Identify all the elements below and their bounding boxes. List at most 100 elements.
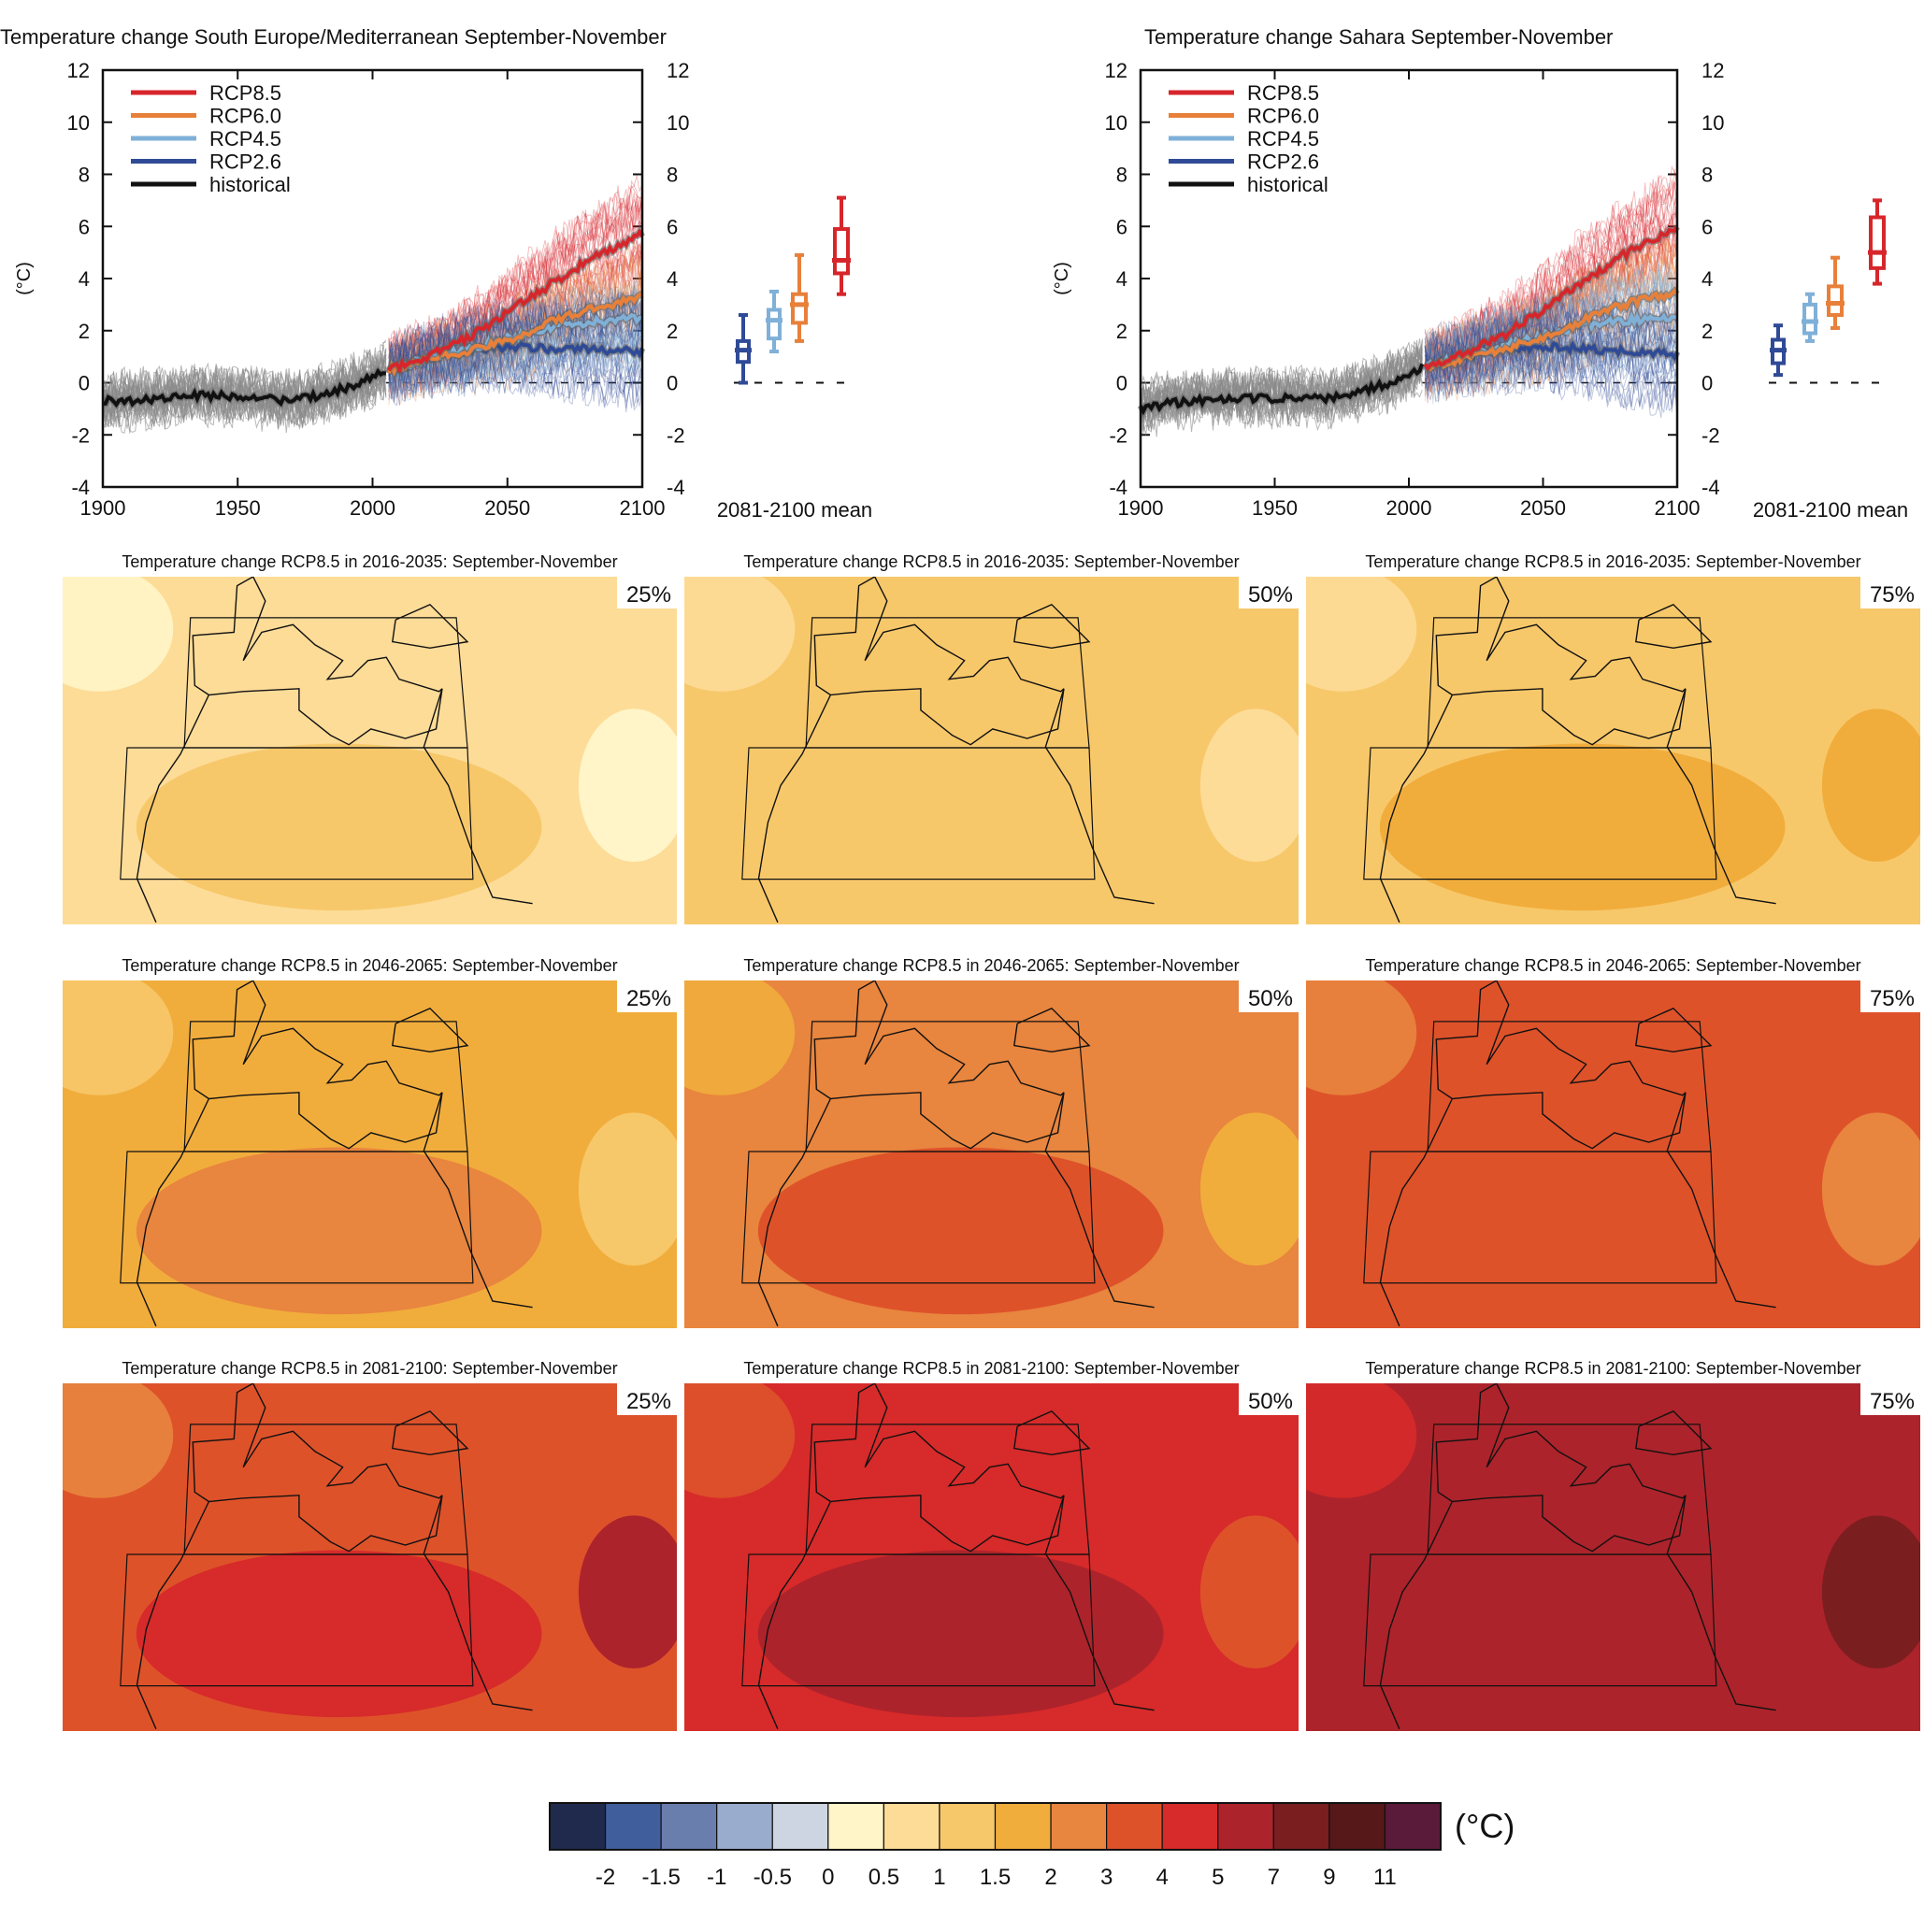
coastline-europe	[192, 577, 443, 696]
field-region-arabia	[1821, 1515, 1920, 1669]
timeseries-chart-sahara: Temperature change Sahara September-Nove…	[1052, 25, 1908, 522]
y-tick-label-right: 10	[667, 111, 689, 135]
map-panel: Temperature change RCP8.5 in 2046-2065: …	[684, 956, 1299, 1328]
ensemble-line-rcp26	[1424, 330, 1678, 380]
ensemble-line-historical	[1140, 359, 1423, 422]
box	[1827, 284, 1844, 318]
map-title: Temperature change RCP8.5 in 2081-2100: …	[1365, 1359, 1860, 1378]
ensemble-line-rcp26	[388, 355, 643, 408]
y-tick-label-left: 2	[1116, 320, 1127, 343]
ensemble-line-rcp85	[388, 263, 643, 400]
field-region-arabia	[1199, 708, 1299, 863]
ensemble-line-rcp26	[388, 354, 643, 411]
ensemble-line-rcp60	[388, 265, 643, 384]
field-region-sahara	[136, 1147, 542, 1315]
ensemble-line-rcp60	[1424, 309, 1678, 395]
colorbar-swatch	[604, 1802, 662, 1851]
y-tick-label-right: 2	[667, 320, 678, 343]
y-tick-label-right: 6	[1701, 215, 1713, 238]
coastline-black-sea	[392, 1410, 469, 1456]
field-region-atlantic	[684, 980, 796, 1095]
y-axis-label: (°C)	[14, 262, 35, 295]
ensemble-line-rcp26	[388, 360, 643, 412]
map-title: Temperature change RCP8.5 in 2046-2065: …	[122, 956, 617, 975]
colorbar-swatch	[660, 1802, 718, 1851]
coastline-africa	[1379, 1495, 1776, 1730]
field-region-atlantic	[684, 1383, 796, 1498]
ensemble-line-rcp60	[388, 314, 643, 388]
y-tick-label-right: 8	[1701, 164, 1713, 187]
legend-label: RCP8.5	[1247, 81, 1319, 105]
coastline-black-sea	[1635, 1007, 1713, 1053]
coastline-black-sea	[1635, 1410, 1713, 1456]
percentile-badge-bg	[1860, 577, 1920, 608]
y-tick-label-left: 8	[79, 164, 90, 187]
ensemble-line-rcp85	[388, 202, 643, 370]
legend-label: RCP2.6	[209, 150, 281, 174]
field-region-arabia	[1821, 708, 1920, 863]
coastline-black-sea	[1013, 1007, 1091, 1053]
ensemble-line-rcp85	[1424, 175, 1678, 361]
box	[767, 308, 782, 341]
percentile-label: 50%	[1248, 986, 1293, 1011]
y-tick-label-left: 6	[1116, 215, 1127, 238]
coastline-black-sea	[1013, 603, 1091, 650]
coastline-europe	[192, 980, 443, 1100]
ensemble-line-rcp85	[1424, 226, 1678, 393]
colorbar-tick-label: -1	[707, 1865, 726, 1890]
x-tick-label: 1900	[1118, 496, 1164, 520]
map-field	[1306, 577, 1920, 924]
box	[833, 227, 850, 276]
ensemble-line-rcp26	[388, 300, 643, 374]
mean-line-rcp85	[1423, 225, 1679, 372]
colorbar-swatch	[771, 1802, 829, 1851]
box	[1802, 302, 1817, 336]
ensemble-line-rcp26	[388, 347, 643, 400]
y-tick-label-right: -2	[667, 423, 685, 447]
y-tick-label-left: 10	[67, 111, 90, 135]
y-tick-label-right: -4	[667, 476, 685, 499]
ensemble-line-rcp85	[388, 192, 643, 371]
map-field	[684, 980, 1299, 1328]
box	[791, 292, 808, 325]
colorbar-swatch	[1106, 1802, 1163, 1851]
ensemble-line-rcp85	[1424, 176, 1678, 360]
map-title: Temperature change RCP8.5 in 2046-2065: …	[743, 956, 1239, 975]
ensemble-line-rcp85	[1425, 192, 1678, 365]
region-box-sahara	[1363, 747, 1717, 880]
legend-label: historical	[1247, 173, 1328, 196]
coastline-africa	[1379, 688, 1776, 923]
ensemble-line-rcp26	[1424, 357, 1678, 408]
y-tick-label-left: -2	[71, 423, 90, 447]
coastline-black-sea	[1013, 1410, 1091, 1456]
ensemble-line-rcp26	[388, 346, 643, 398]
map-panel: Temperature change RCP8.5 in 2016-2035: …	[1306, 552, 1920, 924]
ensemble-line-rcp60	[1424, 242, 1678, 373]
y-tick-label-left: 8	[1116, 164, 1127, 187]
coastline-africa	[757, 1092, 1155, 1327]
field-region-arabia	[578, 708, 677, 863]
boxplot-rcp45	[766, 289, 783, 354]
ensemble-line-rcp85	[388, 185, 643, 372]
coastline-europe	[1435, 980, 1687, 1100]
colorbar-swatch	[1272, 1802, 1330, 1851]
y-tick-label-left: 10	[1105, 111, 1127, 135]
ensemble-line-rcp85	[388, 185, 643, 361]
colorbar-tick-label: 1	[933, 1865, 945, 1890]
ensemble-line-rcp85	[1424, 182, 1678, 367]
legend-label: RCP8.5	[209, 81, 281, 105]
ensemble-line-rcp60	[1424, 311, 1678, 401]
field-region-atlantic	[684, 577, 796, 692]
ensemble-line-rcp26	[1424, 353, 1678, 413]
ensemble-line-rcp60	[1424, 252, 1678, 365]
chart-title: Temperature change Sahara September-Nove…	[1144, 25, 1613, 49]
colorbar-tick-label: -1.5	[641, 1865, 680, 1890]
colorbar-tick-label: 1.5	[980, 1865, 1011, 1890]
colorbar-tick-label: 7	[1268, 1865, 1280, 1890]
colorbar-swatch	[1217, 1802, 1274, 1851]
boxplot-rcp60	[1826, 255, 1845, 330]
coastline-africa	[136, 688, 533, 923]
coastline-africa	[136, 1495, 533, 1730]
colorbar-swatch	[994, 1802, 1052, 1851]
map-title: Temperature change RCP8.5 in 2016-2035: …	[743, 552, 1239, 571]
